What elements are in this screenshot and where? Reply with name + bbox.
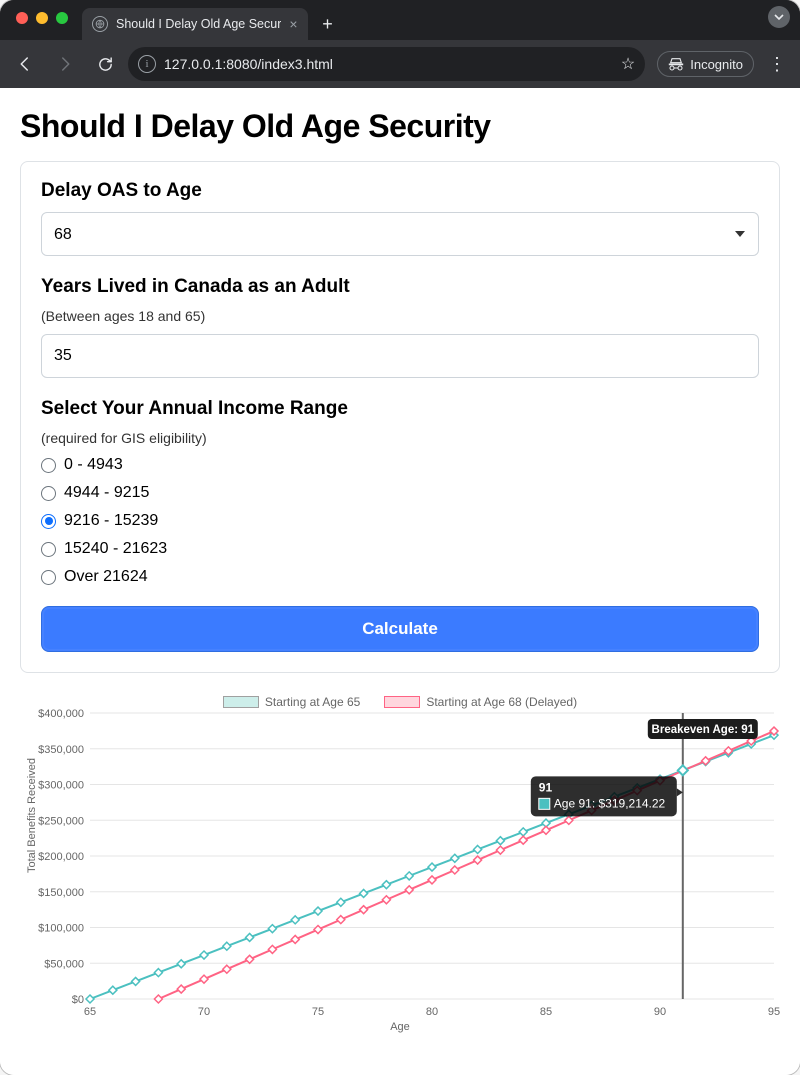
address-bar[interactable]: i 127.0.0.1:8080/index3.html ☆ (128, 47, 645, 81)
income-option-label: Over 21624 (64, 568, 148, 586)
income-option[interactable]: 4944 - 9215 (41, 484, 759, 502)
svg-text:Age 91: $319,214.22: Age 91: $319,214.22 (554, 796, 666, 810)
svg-text:91: 91 (539, 780, 553, 794)
income-option-label: 9216 - 15239 (64, 512, 158, 530)
maximize-window-icon[interactable] (56, 12, 68, 24)
window-controls (10, 0, 76, 24)
tab-title: Should I Delay Old Age Secur (116, 17, 281, 31)
svg-text:75: 75 (312, 1006, 324, 1018)
incognito-label: Incognito (690, 57, 743, 72)
chart-area: Total Benefits Received Age $0$50,000$10… (20, 713, 780, 1033)
svg-text:80: 80 (426, 1006, 438, 1018)
delay-select[interactable]: 68 (41, 212, 759, 256)
svg-text:$100,000: $100,000 (38, 923, 84, 935)
svg-text:65: 65 (84, 1006, 96, 1018)
radio-icon[interactable] (41, 570, 56, 585)
close-tab-icon[interactable]: × (289, 16, 297, 32)
svg-text:$400,000: $400,000 (38, 708, 84, 720)
globe-icon (92, 16, 108, 32)
form-card: Delay OAS to Age 68 Years Lived in Canad… (20, 161, 780, 673)
legend-label: Starting at Age 68 (Delayed) (426, 695, 577, 709)
calculate-button[interactable]: Calculate (41, 606, 759, 652)
page-viewport: Should I Delay Old Age Security Delay OA… (0, 88, 800, 1075)
browser-menu-icon[interactable]: ⋮ (760, 54, 792, 75)
income-option-label: 15240 - 21623 (64, 540, 167, 558)
chart-legend: Starting at Age 65 Starting at Age 68 (De… (20, 695, 780, 709)
svg-text:$250,000: $250,000 (38, 815, 84, 827)
chart: Starting at Age 65 Starting at Age 68 (De… (20, 695, 780, 1033)
reload-button[interactable] (88, 47, 122, 81)
delay-label: Delay OAS to Age (41, 180, 759, 202)
income-field: Select Your Annual Income Range (require… (41, 398, 759, 586)
browser-tab[interactable]: Should I Delay Old Age Secur × (82, 8, 308, 40)
url-text: 127.0.0.1:8080/index3.html (164, 56, 613, 72)
svg-text:$0: $0 (72, 994, 84, 1006)
income-option[interactable]: 0 - 4943 (41, 456, 759, 474)
back-button[interactable] (8, 47, 42, 81)
svg-text:$300,000: $300,000 (38, 780, 84, 792)
browser-chrome: Should I Delay Old Age Secur × + i 127.0… (0, 0, 800, 88)
years-field: Years Lived in Canada as an Adult (Betwe… (41, 276, 759, 378)
years-input[interactable] (41, 334, 759, 378)
svg-text:85: 85 (540, 1006, 552, 1018)
bookmark-icon[interactable]: ☆ (621, 54, 635, 74)
browser-window: Should I Delay Old Age Secur × + i 127.0… (0, 0, 800, 1075)
close-window-icon[interactable] (16, 12, 28, 24)
incognito-icon (668, 56, 684, 72)
chart-plot[interactable]: $0$50,000$100,000$150,000$200,000$250,00… (90, 713, 774, 999)
legend-item[interactable]: Starting at Age 65 (223, 695, 360, 709)
legend-swatch (384, 696, 420, 708)
legend-item[interactable]: Starting at Age 68 (Delayed) (384, 695, 577, 709)
svg-text:$150,000: $150,000 (38, 887, 84, 899)
page-title: Should I Delay Old Age Security (20, 108, 780, 145)
svg-text:70: 70 (198, 1006, 210, 1018)
income-option[interactable]: Over 21624 (41, 568, 759, 586)
income-option-label: 0 - 4943 (64, 456, 123, 474)
tab-overflow-icon[interactable] (768, 6, 790, 28)
svg-text:Breakeven Age: 91: Breakeven Age: 91 (652, 724, 755, 736)
incognito-badge[interactable]: Incognito (657, 51, 754, 77)
radio-icon[interactable] (41, 486, 56, 501)
radio-icon[interactable] (41, 458, 56, 473)
x-axis-label: Age (390, 1021, 410, 1033)
svg-text:$350,000: $350,000 (38, 744, 84, 756)
svg-text:95: 95 (768, 1006, 780, 1018)
new-tab-button[interactable]: + (314, 10, 342, 38)
tab-strip: Should I Delay Old Age Secur × + (0, 0, 800, 40)
site-info-icon[interactable]: i (138, 55, 156, 73)
years-label: Years Lived in Canada as an Adult (41, 276, 759, 298)
income-sublabel: (required for GIS eligibility) (41, 430, 759, 446)
income-radio-group: 0 - 4943 4944 - 9215 9216 - 15239 15240 - 2… (41, 456, 759, 586)
income-label: Select Your Annual Income Range (41, 398, 759, 420)
legend-swatch (223, 696, 259, 708)
y-axis-label: Total Benefits Received (26, 758, 38, 873)
delay-field: Delay OAS to Age 68 (41, 180, 759, 256)
income-option[interactable]: 15240 - 21623 (41, 540, 759, 558)
years-sublabel: (Between ages 18 and 65) (41, 308, 759, 324)
minimize-window-icon[interactable] (36, 12, 48, 24)
radio-icon[interactable] (41, 542, 56, 557)
income-option[interactable]: 9216 - 15239 (41, 512, 759, 530)
svg-text:$50,000: $50,000 (44, 958, 84, 970)
radio-icon[interactable] (41, 514, 56, 529)
forward-button[interactable] (48, 47, 82, 81)
browser-toolbar: i 127.0.0.1:8080/index3.html ☆ Incognito… (0, 40, 800, 88)
income-option-label: 4944 - 9215 (64, 484, 149, 502)
svg-text:90: 90 (654, 1006, 666, 1018)
svg-text:$200,000: $200,000 (38, 851, 84, 863)
legend-label: Starting at Age 65 (265, 695, 360, 709)
